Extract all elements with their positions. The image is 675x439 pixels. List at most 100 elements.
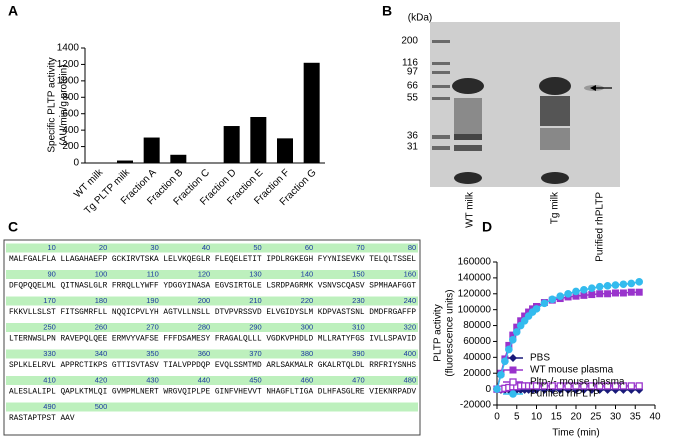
marker [588,382,596,390]
position-number: 470 [352,375,365,384]
marker [540,299,549,308]
position-number: 380 [301,349,314,358]
y-tick-label: 0 [485,384,491,395]
marker-label: 36 [407,131,419,142]
position-number: 90 [47,269,55,278]
marker-label: 66 [407,81,419,92]
marker [505,345,513,354]
marker [635,288,643,296]
marker [517,317,525,325]
bar [303,62,320,163]
position-number: 340 [95,349,108,358]
sequence-text: RASTAPTPST AAV [9,415,75,423]
position-number: 320 [404,322,417,331]
y-tick-label: 1000 [57,75,80,86]
marker [525,308,533,316]
marker [588,284,596,293]
marker [509,354,517,362]
marker [509,366,517,374]
y-axis-label: PLTP activity [433,304,444,361]
marker-label: 31 [407,142,419,153]
panel-label: C [8,219,18,235]
marker [556,382,564,390]
panel-label: B [382,3,392,19]
marker [521,312,529,320]
marker-label: 97 [407,67,419,78]
y-tick-label: 80000 [463,320,491,331]
position-number: 50 [253,243,261,252]
position-number: 410 [43,375,56,384]
marker [532,305,541,313]
position-number: 140 [301,269,314,278]
marker [580,286,588,294]
position-number: 500 [95,402,108,411]
position-number: 170 [43,296,56,305]
marker [509,390,517,398]
position-number: 40 [202,243,210,252]
position-number: 310 [352,322,365,331]
marker [580,291,588,299]
marker-label: 55 [407,93,419,104]
position-number: 180 [95,296,108,305]
position-number: 450 [249,375,262,384]
y-tick-label: 140000 [458,273,492,284]
position-number: 430 [146,375,159,384]
marker [596,290,604,298]
marker [596,382,604,390]
position-number: 110 [147,269,159,278]
number-bar [6,376,418,385]
sequence-text: LTERNWSLPN RAVEPQLQEE ERMVYVAFSE FFFDSAM… [9,336,416,344]
position-number: 400 [404,349,417,358]
marker-label: 116 [402,58,418,69]
position-number: 10 [47,243,55,252]
marker [635,382,643,390]
position-number: 130 [249,269,262,278]
legend-label: Pltp-/- mouse plasma [530,377,625,388]
marker [572,287,580,296]
x-tick-label: 10 [531,412,543,423]
number-bar [6,243,418,253]
x-axis-label: Time (min) [552,428,599,439]
y-tick-label: -20000 [460,400,492,411]
sequence-text: FKKVLLSLST FITSGMRFLL NQQICPVLYH AGTVLLN… [9,309,416,317]
sequence-text: DFQPQQELML QITNASLGLR FRRQLLYWFF YDGGYIN… [9,283,416,291]
marker [512,328,521,336]
number-bar [6,402,418,412]
y-tick-label: 160000 [458,257,492,268]
number-bar [6,270,418,279]
x-tick-label: 40 [649,412,661,423]
y-tick-label: 40000 [463,352,491,363]
position-number: 60 [305,243,313,252]
number-bar [6,349,418,359]
panel-label: D [482,219,492,235]
position-number: 350 [146,349,159,358]
panel-label: A [8,3,18,19]
position-number: 480 [404,375,417,384]
number-bar [6,296,418,306]
x-tick-label: 30 [610,412,622,423]
y-tick-label: 200 [62,141,79,152]
position-number: 280 [198,322,211,331]
legend-label: PBS [530,353,550,364]
gel-unit: (kDa) [408,13,432,24]
marker [556,292,564,300]
x-tick-label: 20 [570,412,582,423]
position-number: 230 [352,296,365,305]
number-bar [6,323,418,332]
position-number: 200 [198,296,211,305]
position-number: 100 [95,269,108,278]
position-number: 390 [352,349,365,358]
position-number: 460 [301,375,314,384]
bar [170,154,187,163]
y-tick-label: 0 [73,158,79,169]
y-axis-label: (fluorescence units) [445,289,456,376]
sequence-text: ALESLALIPL QAPLKTMLQI GVMPMLNERT WRGVQIP… [9,389,416,397]
bar [223,126,240,163]
position-number: 160 [404,269,417,278]
marker [564,289,572,298]
marker [627,382,635,390]
sequence-text: SPLKLELRVL APPRCTIKPS GTTISVTASV TIALVPP… [9,362,416,370]
position-number: 440 [198,375,211,384]
bar [250,117,267,163]
